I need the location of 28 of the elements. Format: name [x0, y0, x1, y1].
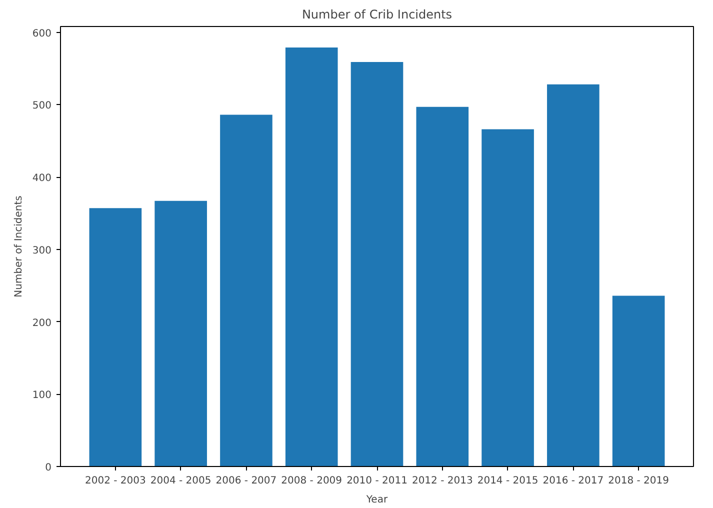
bar [612, 296, 665, 466]
bar [154, 200, 207, 466]
bar [89, 208, 142, 466]
bar [416, 106, 469, 466]
x-tick-label: 2018 - 2019 [608, 476, 670, 486]
bar [285, 47, 338, 466]
y-tick-label: 100 [32, 390, 52, 402]
y-tick-label: 200 [32, 318, 52, 329]
y-tick-label: 0 [45, 462, 52, 474]
chart-title: Number of Crib Incidents [302, 8, 452, 22]
y-tick-label: 500 [32, 100, 52, 112]
x-tick-label: 2014 - 2015 [477, 476, 538, 486]
y-tick-label: 400 [32, 173, 52, 184]
x-tick-label: 2004 - 2005 [150, 476, 212, 486]
bar [350, 62, 404, 466]
x-tick-label: 2010 - 2011 [346, 476, 408, 486]
x-tick-label: 2016 - 2017 [542, 476, 604, 486]
x-tick-label: 2002 - 2003 [85, 476, 146, 486]
y-tick-label: 600 [32, 28, 52, 40]
x-axis-title: Year [365, 494, 388, 506]
y-tick-label: 300 [32, 245, 52, 256]
bar [220, 114, 272, 466]
bar [547, 84, 600, 466]
y-axis-title: Number of Incidents [13, 196, 24, 298]
x-tick-label: 2008 - 2009 [281, 476, 342, 486]
x-tick-label: 2012 - 2013 [412, 476, 473, 486]
x-tick-label: 2006 - 2007 [216, 476, 277, 486]
bar [482, 129, 534, 466]
